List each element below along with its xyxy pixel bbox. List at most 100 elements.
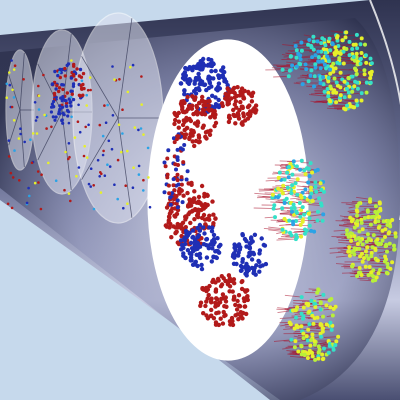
particle-species-b bbox=[173, 230, 179, 235]
particle-trail bbox=[313, 100, 331, 104]
particle-stream bbox=[352, 252, 357, 257]
particle-scatter bbox=[121, 132, 124, 135]
particle-trail bbox=[368, 265, 388, 268]
particle-species-b bbox=[213, 216, 218, 221]
particle-trail bbox=[339, 225, 355, 228]
particle-species-b bbox=[191, 199, 196, 205]
particle-species-b bbox=[236, 293, 242, 298]
particle-species-a bbox=[249, 265, 255, 271]
particle-species-a bbox=[197, 81, 202, 87]
particle-stream bbox=[383, 227, 388, 232]
particle-stream bbox=[382, 259, 387, 264]
particle-trail bbox=[323, 94, 341, 97]
particle-stream bbox=[364, 253, 369, 258]
particle-trail bbox=[354, 271, 372, 275]
particle-stream bbox=[376, 241, 381, 246]
particle-trail bbox=[257, 195, 273, 199]
particle-stream bbox=[310, 332, 315, 337]
particle-species-b bbox=[227, 284, 233, 289]
particle-scatter bbox=[131, 63, 135, 67]
particle-stream bbox=[369, 251, 374, 255]
particle-species-b bbox=[220, 292, 226, 297]
particle-stream bbox=[358, 56, 363, 61]
particle-stream bbox=[353, 237, 358, 242]
particle-mixed bbox=[181, 160, 186, 165]
particle-trail bbox=[258, 189, 276, 192]
particle-species-a bbox=[244, 244, 249, 249]
particle-stream bbox=[375, 237, 380, 242]
particle-species-b bbox=[236, 317, 241, 322]
particle-species-b bbox=[187, 136, 192, 142]
particle-stream bbox=[296, 349, 301, 354]
particle-species-a bbox=[224, 79, 229, 85]
particle-far bbox=[60, 83, 64, 87]
particle-scatter bbox=[45, 127, 48, 130]
particle-stream bbox=[300, 82, 305, 87]
particle-trail bbox=[253, 207, 274, 210]
particle-stream bbox=[321, 292, 326, 297]
particle-far bbox=[81, 71, 86, 76]
particle-species-b bbox=[216, 310, 221, 315]
particle-stream bbox=[364, 60, 369, 65]
particle-stream bbox=[310, 354, 315, 359]
particle-scatter bbox=[104, 121, 108, 124]
particle-species-b bbox=[203, 130, 209, 135]
particle-mixed bbox=[171, 197, 176, 202]
particle-species-b bbox=[213, 112, 218, 117]
particle-species-b bbox=[208, 299, 214, 304]
particle-stream bbox=[333, 343, 338, 348]
particle-scatter bbox=[120, 150, 123, 154]
particle-species-b bbox=[229, 96, 234, 101]
particle-stream bbox=[310, 170, 315, 175]
particle-species-a bbox=[257, 269, 262, 274]
particle-far bbox=[51, 115, 55, 119]
particle-mixed bbox=[176, 134, 181, 139]
particle-stream bbox=[315, 218, 320, 223]
particle-stream bbox=[338, 51, 343, 56]
particle-trail bbox=[273, 64, 293, 66]
particle-scatter bbox=[96, 158, 100, 162]
particle-stream bbox=[299, 295, 304, 300]
particle-stream bbox=[272, 203, 277, 208]
particle-trail bbox=[305, 77, 321, 80]
particle-stream bbox=[313, 184, 318, 189]
particle-scatter bbox=[110, 147, 114, 151]
particle-stream bbox=[357, 201, 362, 206]
particle-species-a bbox=[209, 57, 214, 63]
particle-species-b bbox=[190, 139, 195, 144]
particle-trail bbox=[278, 236, 297, 240]
particle-trail bbox=[265, 198, 285, 202]
particle-scatter bbox=[67, 142, 71, 145]
particle-scatter bbox=[13, 149, 16, 152]
particle-species-a bbox=[183, 65, 188, 71]
particle-stream bbox=[381, 219, 386, 224]
particle-stream bbox=[310, 55, 315, 60]
particle-scatter bbox=[116, 158, 120, 162]
particle-species-b bbox=[213, 320, 219, 325]
particle-scatter bbox=[37, 84, 40, 88]
particle-species-b bbox=[194, 122, 199, 127]
particle-scatter bbox=[37, 181, 40, 184]
particle-trail bbox=[316, 86, 331, 88]
particle-stream bbox=[338, 93, 343, 98]
particle-stream bbox=[349, 219, 354, 224]
particle-stream bbox=[371, 233, 376, 238]
particle-far bbox=[70, 89, 74, 94]
particle-species-b bbox=[234, 93, 239, 99]
particle-stream bbox=[298, 62, 303, 67]
particle-stream bbox=[309, 185, 313, 190]
particle-stream bbox=[299, 158, 304, 163]
particle-trail bbox=[286, 209, 302, 211]
particle-trail bbox=[309, 213, 324, 217]
particle-stream bbox=[367, 265, 372, 269]
particle-stream bbox=[309, 298, 314, 303]
particle-stream bbox=[386, 219, 391, 223]
particle-stream bbox=[309, 191, 314, 196]
particle-stream bbox=[306, 79, 311, 84]
particle-stream bbox=[293, 181, 298, 186]
particle-stream bbox=[340, 38, 345, 43]
particle-mixed bbox=[171, 183, 176, 188]
particle-stream bbox=[303, 231, 307, 236]
particle-scatter bbox=[102, 149, 105, 153]
